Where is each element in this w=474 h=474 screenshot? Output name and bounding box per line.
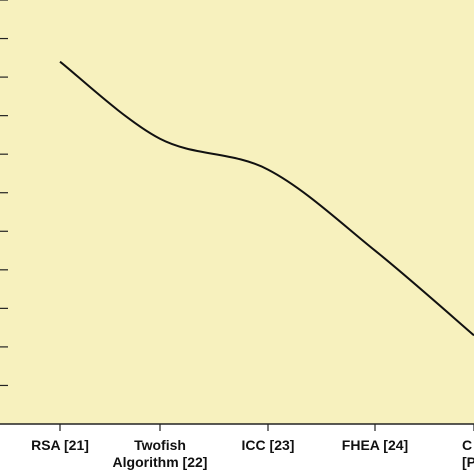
x-tick-label-line: Algorithm [22] xyxy=(113,454,208,470)
y-axis-ticks xyxy=(0,0,8,387)
x-tick-label: Twofish Algorithm [22] xyxy=(113,437,208,470)
plot-area xyxy=(0,0,474,424)
x-tick-label: RSA [21] xyxy=(31,437,89,453)
x-axis-tick-labels: RSA [21] Twofish Algorithm [22] ICC [23] FHE… xyxy=(31,437,474,470)
x-tick-label-line: Twofish xyxy=(134,437,186,453)
x-tick-label: ICC [23] xyxy=(242,437,295,453)
x-tick-label: C[Prop xyxy=(462,437,474,470)
series-line xyxy=(59,60,474,337)
x-axis-ticks xyxy=(59,424,474,431)
x-tick-label-line: C xyxy=(462,437,472,453)
x-tick-label-line: ICC [23] xyxy=(242,437,295,453)
x-tick-label-line: [Prop xyxy=(462,454,474,470)
x-tick-label: FHEA [24] xyxy=(342,437,408,453)
x-tick-label-line: FHEA [24] xyxy=(342,437,408,453)
x-tick-label-line: RSA [21] xyxy=(31,437,89,453)
